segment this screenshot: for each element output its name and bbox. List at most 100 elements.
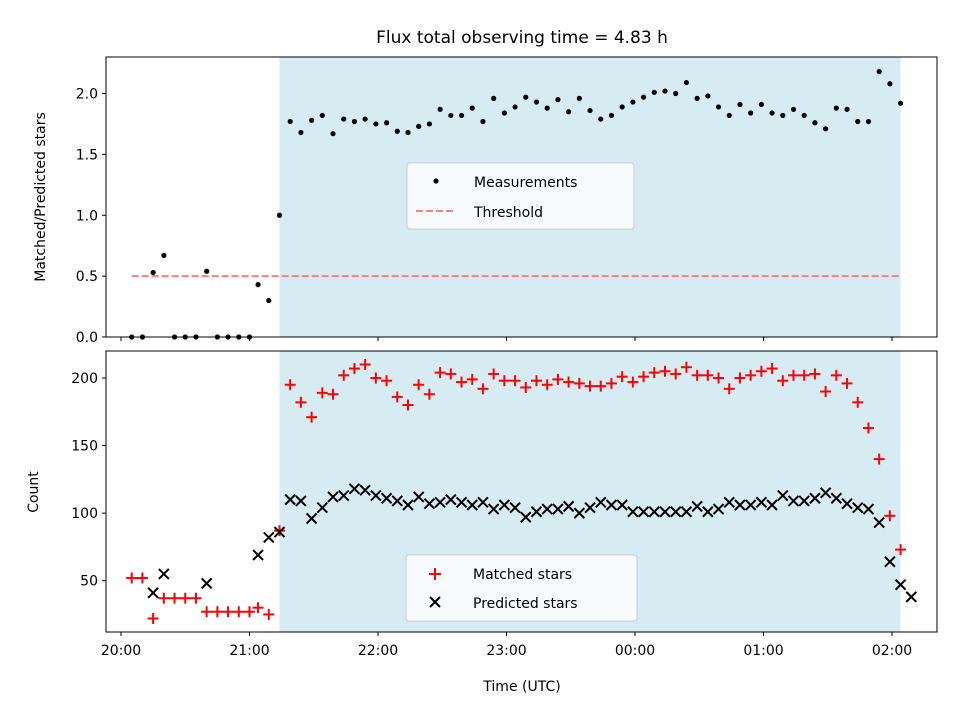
measurement-point: [619, 104, 625, 110]
measurement-point: [737, 101, 743, 108]
predicted-star-point: [702, 506, 714, 518]
measurement-point: [319, 112, 325, 119]
measurement-point: [694, 95, 700, 101]
matched-star-point: [713, 372, 725, 384]
measurement-point: [276, 212, 283, 218]
measurement-point: [651, 89, 657, 95]
measurement-point: [726, 112, 732, 119]
matched-star-point: [402, 399, 414, 411]
matched-star-point: [884, 510, 896, 522]
predicted-star-point: [338, 489, 350, 502]
matched-star-point: [434, 367, 446, 379]
matched-star-point: [456, 376, 468, 388]
matched-star-point: [852, 396, 864, 408]
measurement-point: [469, 105, 475, 111]
matched-star-point: [498, 375, 510, 387]
measurement-point: [833, 105, 839, 111]
ratio-panel: 0.0 0.5 1.0 1.5 2.0 Flux total observing tim…: [33, 28, 938, 346]
ratio-y-tick-label: 1.5: [76, 147, 98, 163]
predicted-star-point: [477, 496, 489, 509]
matched-star-point: [413, 379, 425, 391]
matched-star-point: [466, 373, 478, 385]
predicted-star-point: [819, 487, 832, 499]
measurement-point: [887, 81, 893, 87]
matched-star-point: [691, 369, 703, 381]
matched-star-point: [423, 388, 435, 400]
predicted-star-point: [380, 492, 393, 504]
predicted-star-point: [273, 526, 286, 538]
matched-star-point: [381, 375, 393, 387]
matched-star-point: [788, 369, 800, 381]
predicted-star-point: [798, 495, 810, 507]
ratio-y-axis-label: Matched/Predicted stars: [33, 112, 49, 282]
predicted-star-point: [605, 499, 618, 511]
matched-star-point: [862, 422, 874, 434]
count-x-tick-label: 21:00: [229, 643, 269, 659]
measurement-point: [533, 99, 540, 105]
matched-star-point: [284, 379, 296, 391]
matched-star-point: [190, 592, 202, 604]
measurement-point: [855, 118, 861, 125]
matched-star-point: [233, 606, 245, 618]
matched-star-point: [563, 376, 575, 388]
measurement-point: [523, 94, 529, 100]
matched-star-point: [509, 375, 521, 387]
measurement-point: [266, 297, 272, 304]
count-legend-predicted-marker: [429, 596, 441, 608]
predicted-star-point: [305, 512, 318, 525]
measurement-point: [758, 101, 764, 108]
count-y-tick-label: 200: [71, 371, 98, 387]
measurement-point: [790, 106, 797, 112]
predicted-star-point: [466, 499, 478, 511]
measurement-point: [373, 121, 379, 127]
measurement-point: [576, 95, 582, 101]
matched-star-point: [541, 379, 553, 391]
matched-star-point: [552, 373, 564, 385]
matched-star-point: [488, 368, 500, 380]
predicted-star-point: [627, 506, 639, 518]
count-legend-predicted-label: Predicted stars: [473, 596, 578, 612]
count-legend-matched-label: Matched stars: [473, 567, 572, 583]
predicted-star-point: [252, 549, 264, 561]
measurement-point: [161, 252, 167, 259]
matched-star-point: [830, 369, 842, 381]
predicted-star-point: [659, 506, 671, 518]
predicted-star-point: [830, 492, 843, 504]
matched-star-point: [306, 411, 318, 423]
count-x-tick-label: 01:00: [743, 643, 783, 659]
measurement-point: [566, 109, 572, 115]
measurement-point: [491, 95, 497, 101]
matched-star-point: [530, 375, 542, 387]
predicted-star-point: [873, 516, 885, 529]
matched-star-point: [809, 368, 821, 380]
predicted-star-point: [744, 499, 757, 511]
matched-star-point: [638, 371, 650, 383]
measurement-point: [480, 118, 486, 125]
predicted-star-point: [445, 493, 457, 506]
measurement-point: [865, 118, 872, 125]
matched-star-point: [766, 363, 778, 375]
matched-star-point: [263, 608, 275, 620]
predicted-star-point: [498, 499, 511, 511]
predicted-star-point: [562, 500, 575, 513]
measurement-point: [437, 106, 443, 112]
matched-star-point: [370, 372, 382, 384]
predicted-star-point: [295, 495, 307, 507]
predicted-star-point: [412, 491, 425, 503]
measurement-point: [383, 120, 390, 126]
count-x-tick-label: 00:00: [615, 643, 655, 659]
matched-star-point: [158, 592, 170, 604]
measurement-point: [876, 69, 882, 75]
count-y-tick-label: 50: [80, 574, 98, 590]
ratio-y-tick-label: 0.5: [76, 269, 98, 285]
count-y-axis-label: Count: [26, 471, 42, 513]
predicted-star-point: [316, 502, 329, 514]
matched-star-point: [873, 453, 885, 465]
predicted-star-point: [263, 531, 275, 544]
predicted-star-point: [284, 493, 296, 506]
measurement-point: [555, 97, 561, 103]
measurement-point: [748, 110, 754, 116]
predicted-star-point: [884, 556, 896, 568]
matched-star-point: [136, 572, 148, 584]
